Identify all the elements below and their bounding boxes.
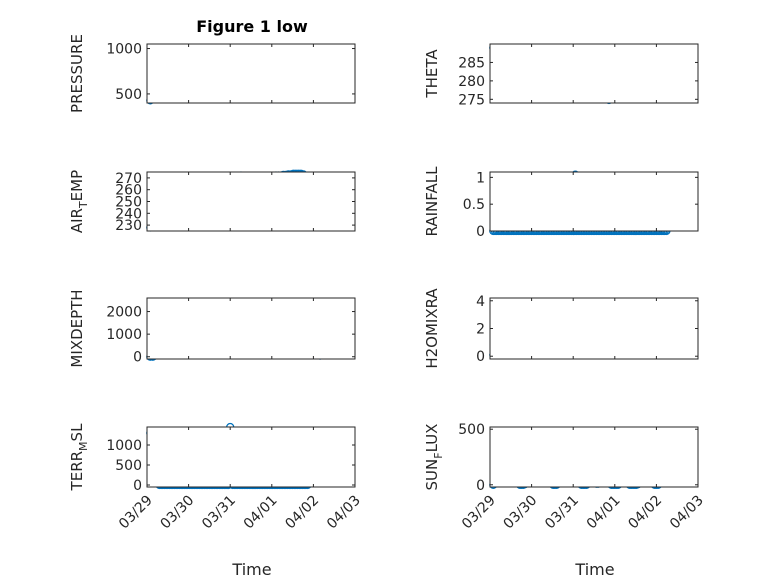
x-axis-label-right: Time: [574, 560, 614, 579]
y-tick-label: 280: [458, 74, 485, 90]
y-tick-label: 1000: [106, 42, 142, 58]
y-tick-label: 275: [458, 92, 485, 108]
x-tick-label: 03/31: [542, 493, 582, 533]
x-tick-label: 04/02: [625, 493, 665, 533]
axes-frame: [489, 171, 699, 232]
y-axis-label-2: THETA: [423, 49, 441, 99]
y-tick-label: 4: [476, 294, 485, 310]
y-tick-label: 240: [115, 206, 142, 222]
y-tick-label: 250: [115, 195, 142, 211]
x-tick-label: 04/01: [584, 493, 624, 533]
y-tick-label: 0: [133, 350, 142, 366]
y-axis-label-5: MIXDEPTH: [68, 289, 86, 367]
y-tick-label: 1000: [106, 438, 142, 454]
y-tick-label: 0: [476, 349, 485, 365]
subplot-8: 0 500 03/29 03/30 03/31 04/01 04/02 04/03 SUNFLU…: [423, 422, 707, 532]
y-tick-label: 500: [115, 458, 142, 474]
figure-title: Figure 1 low: [196, 17, 308, 36]
subplot-5: 0 1000 2000 MIXDEPTH: [68, 289, 356, 368]
subplot-1: 500 1000 PRESSURE: [68, 34, 356, 113]
axes-frame: [489, 43, 699, 104]
y-tick-label: 2: [476, 322, 485, 338]
x-tick-label: 04/03: [667, 493, 707, 533]
x-tick-label: 03/30: [158, 493, 198, 533]
y-tick-label: 270: [115, 171, 142, 187]
y-axis-label-4: RAINFALL: [423, 166, 441, 237]
y-tick-label: 0.5: [463, 197, 485, 213]
subplot-2: 275 280 285 THETA: [423, 43, 699, 108]
y-axis-label-6: H2OMIXRA: [423, 288, 441, 369]
y-tick-label: 285: [458, 55, 485, 71]
y-tick-label: 2000: [106, 305, 142, 321]
x-tick-label: 03/29: [116, 493, 156, 533]
x-tick-label: 04/03: [324, 493, 364, 533]
subplot-7: 0 500 1000 03/29 03/30 03/31 04/01 04/02 04/03 TE…: [68, 422, 364, 533]
y-axis-label-3: AIRTEMP: [68, 170, 90, 233]
x-tick-label: 03/30: [501, 493, 541, 533]
y-tick-label: 1: [476, 170, 485, 186]
y-tick-label: 500: [458, 422, 485, 438]
y-tick-label: 0: [476, 478, 485, 494]
y-tick-label: 500: [115, 87, 142, 103]
x-tick-label: 03/31: [199, 493, 239, 533]
x-tick-label: 03/29: [459, 493, 499, 533]
axes-frame: [146, 171, 356, 232]
y-tick-label: 0: [476, 224, 485, 240]
y-axis-label-1: PRESSURE: [68, 34, 86, 113]
x-tick-label: 04/01: [241, 493, 281, 533]
y-tick-label: 0: [133, 478, 142, 494]
subplot-4: 0 0.5 1 RAINFALL: [423, 166, 699, 240]
y-axis-label-8: SUNFLUX: [423, 424, 445, 491]
axes-frame: [146, 426, 356, 488]
x-tick-label: 04/02: [282, 493, 322, 533]
x-axis-label-left: Time: [231, 560, 271, 579]
y-axis-label-7: TERRMSL: [68, 423, 90, 492]
axes-frame: [489, 297, 699, 360]
y-tick-label: 230: [115, 218, 142, 234]
y-tick-label: 260: [115, 183, 142, 199]
axes-frame: [146, 297, 356, 360]
axes-frame: [146, 43, 356, 104]
axes-frame: [489, 426, 699, 488]
subplot-6: 0 2 4 H2OMIXRA: [423, 288, 699, 369]
y-tick-label: 1000: [106, 327, 142, 343]
